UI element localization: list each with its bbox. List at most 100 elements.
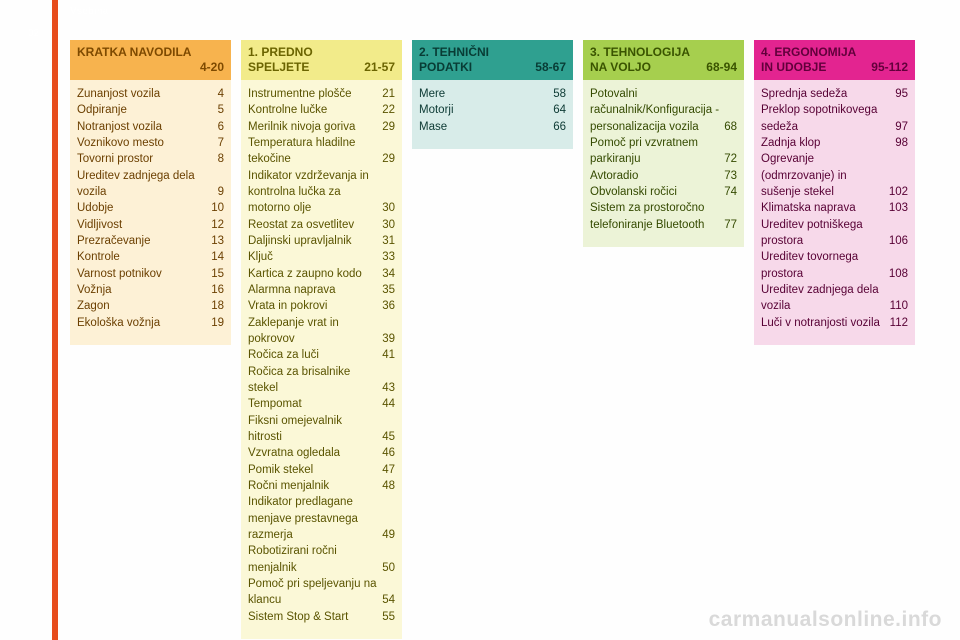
column-range: 21-57: [360, 60, 395, 75]
toc-entry-label: Vrata in pokrovi: [248, 298, 382, 314]
toc-entry-page: 10: [211, 200, 224, 216]
toc-entry: Ureditev zadnjega dela vozila110: [761, 282, 908, 315]
toc-entry: Vožnja16: [77, 282, 224, 298]
toc-entry-label: Pomoč pri vzvratnem parkiranju: [590, 135, 724, 168]
toc-entry-label: Ureditev tovornega prostora: [761, 249, 889, 282]
toc-entry-label: Notranjost vozila: [77, 119, 218, 135]
toc-entry: Vrata in pokrovi36: [248, 298, 395, 314]
toc-entry-label: Indikator predlagane menjave prestavnega…: [248, 494, 382, 543]
toc-entry: Obvolanski ročici74: [590, 184, 737, 200]
toc-entry-label: Klimatska naprava: [761, 200, 889, 216]
column-range: 58-67: [531, 60, 566, 75]
toc-entry: Preklop sopotnikovega sedeža97: [761, 102, 908, 135]
toc-entry: Sistem za prostoročno telefoniranje Blue…: [590, 200, 737, 233]
toc-entry-label: Prezračevanje: [77, 233, 211, 249]
toc-entry-label: Zadnja klop: [761, 135, 895, 151]
toc-entry-page: 9: [218, 184, 224, 200]
toc-entry: Kontrole14: [77, 249, 224, 265]
toc-entry: Pomoč pri vzvratnem parkiranju72: [590, 135, 737, 168]
toc-entry-page: 22: [382, 102, 395, 118]
toc-entry-label: Ogrevanje (odmrzovanje) in sušenje steke…: [761, 151, 889, 200]
toc-entry-page: 66: [553, 119, 566, 135]
toc-entry: Vidljivost12: [77, 217, 224, 233]
toc-entry-label: Potovalni računalnik/Konfiguracija - per…: [590, 86, 724, 135]
toc-entry-page: 55: [382, 609, 395, 625]
toc-entry-label: Temperatura hladilne tekočine: [248, 135, 382, 168]
toc-entry-page: 103: [889, 200, 908, 216]
toc-entry: Temperatura hladilne tekočine29: [248, 135, 395, 168]
column-title: 4. ERGONOMIJA IN UDOBJE: [761, 45, 867, 75]
toc-entry-page: 8: [218, 151, 224, 167]
toc-entry-page: 48: [382, 478, 395, 494]
toc-entry-page: 72: [724, 151, 737, 167]
toc-entry-label: Alarmna naprava: [248, 282, 382, 298]
column-body: Potovalni računalnik/Konfiguracija - per…: [583, 80, 744, 247]
toc-entry-label: Sistem za prostoročno telefoniranje Blue…: [590, 200, 724, 233]
toc-entry: Luči v notranjosti vozila112: [761, 315, 908, 331]
toc-entry-label: Kontrolne lučke: [248, 102, 382, 118]
column-title: 3. TEHNOLOGIJA NA VOLJO: [590, 45, 702, 75]
toc-entry-label: Ekološka vožnja: [77, 315, 211, 331]
toc-entry: Ročni menjalnik48: [248, 478, 395, 494]
toc-entry-page: 15: [211, 266, 224, 282]
toc-entry-page: 47: [382, 462, 395, 478]
toc-entry: Pomik stekel47: [248, 462, 395, 478]
toc-entry-label: Ključ: [248, 249, 382, 265]
column-range: 95-112: [867, 60, 908, 75]
toc-entry-label: Odpiranje: [77, 102, 218, 118]
toc-entry-label: Zagon: [77, 298, 211, 314]
toc-entry: Voznikovo mesto7: [77, 135, 224, 151]
toc-entry-page: 77: [724, 217, 737, 233]
toc-entry-label: Ureditev zadnjega dela vozila: [761, 282, 890, 315]
toc-entry-page: 29: [382, 151, 395, 167]
column-body: Zunanjost vozila4Odpiranje5Notranjost vo…: [70, 80, 231, 345]
toc-entry: Robotizirani ročni menjalnik50: [248, 543, 395, 576]
toc-entry: Ročica za brisalnike stekel43: [248, 364, 395, 397]
toc-entry-label: Mere: [419, 86, 553, 102]
toc-entry-page: 35: [382, 282, 395, 298]
toc-entry-page: 98: [895, 135, 908, 151]
toc-entry: Indikator vzdrževanja in kontrolna lučka…: [248, 168, 395, 217]
toc-entry-page: 34: [382, 266, 395, 282]
toc-columns: KRATKA NAVODILA4-20Zunanjost vozila4Odpi…: [70, 40, 915, 639]
toc-entry: Motorji64: [419, 102, 566, 118]
toc-entry-label: Reostat za osvetlitev: [248, 217, 382, 233]
toc-entry: Notranjost vozila6: [77, 119, 224, 135]
toc-entry-label: Zaklepanje vrat in pokrovov: [248, 315, 382, 348]
toc-entry-page: 18: [211, 298, 224, 314]
left-accent-bar: [52, 0, 58, 640]
toc-entry: Zaklepanje vrat in pokrovov39: [248, 315, 395, 348]
toc-entry-page: 108: [889, 266, 908, 282]
toc-entry-page: 5: [218, 102, 224, 118]
toc-entry-label: Voznikovo mesto: [77, 135, 218, 151]
toc-entry: Daljinski upravljalnik31: [248, 233, 395, 249]
toc-entry: Klimatska naprava103: [761, 200, 908, 216]
toc-entry-label: Mase: [419, 119, 553, 135]
column-body: Mere58Motorji64Mase66: [412, 80, 573, 149]
toc-entry-page: 68: [724, 119, 737, 135]
toc-entry-label: Robotizirani ročni menjalnik: [248, 543, 382, 576]
toc-entry: Sistem Stop & Start55: [248, 609, 395, 625]
toc-entry-label: Luči v notranjosti vozila: [761, 315, 890, 331]
column-header: 2. TEHNIČNI PODATKI58-67: [412, 40, 573, 80]
toc-entry-page: 73: [724, 168, 737, 184]
toc-entry-label: Sprednja sedeža: [761, 86, 895, 102]
toc-column: KRATKA NAVODILA4-20Zunanjost vozila4Odpi…: [70, 40, 231, 639]
toc-entry-label: Varnost potnikov: [77, 266, 211, 282]
toc-column: 2. TEHNIČNI PODATKI58-67Mere58Motorji64M…: [412, 40, 573, 639]
toc-entry: Tempomat44: [248, 396, 395, 412]
column-body: Instrumentne plošče21Kontrolne lučke22Me…: [241, 80, 402, 639]
toc-entry-label: Avtoradio: [590, 168, 724, 184]
toc-entry-page: 31: [382, 233, 395, 249]
toc-entry-page: 45: [382, 429, 395, 445]
toc-entry-label: Ročica za luči: [248, 347, 382, 363]
toc-entry-page: 30: [382, 217, 395, 233]
toc-entry-page: 49: [382, 527, 395, 543]
toc-entry-page: 41: [382, 347, 395, 363]
toc-entry-page: 97: [895, 119, 908, 135]
watermark: carmanualsonline.info: [709, 608, 942, 632]
toc-entry-page: 12: [211, 217, 224, 233]
column-header: 3. TEHNOLOGIJA NA VOLJO68-94: [583, 40, 744, 80]
toc-entry: Zagon18: [77, 298, 224, 314]
toc-entry: Zunanjost vozila4: [77, 86, 224, 102]
